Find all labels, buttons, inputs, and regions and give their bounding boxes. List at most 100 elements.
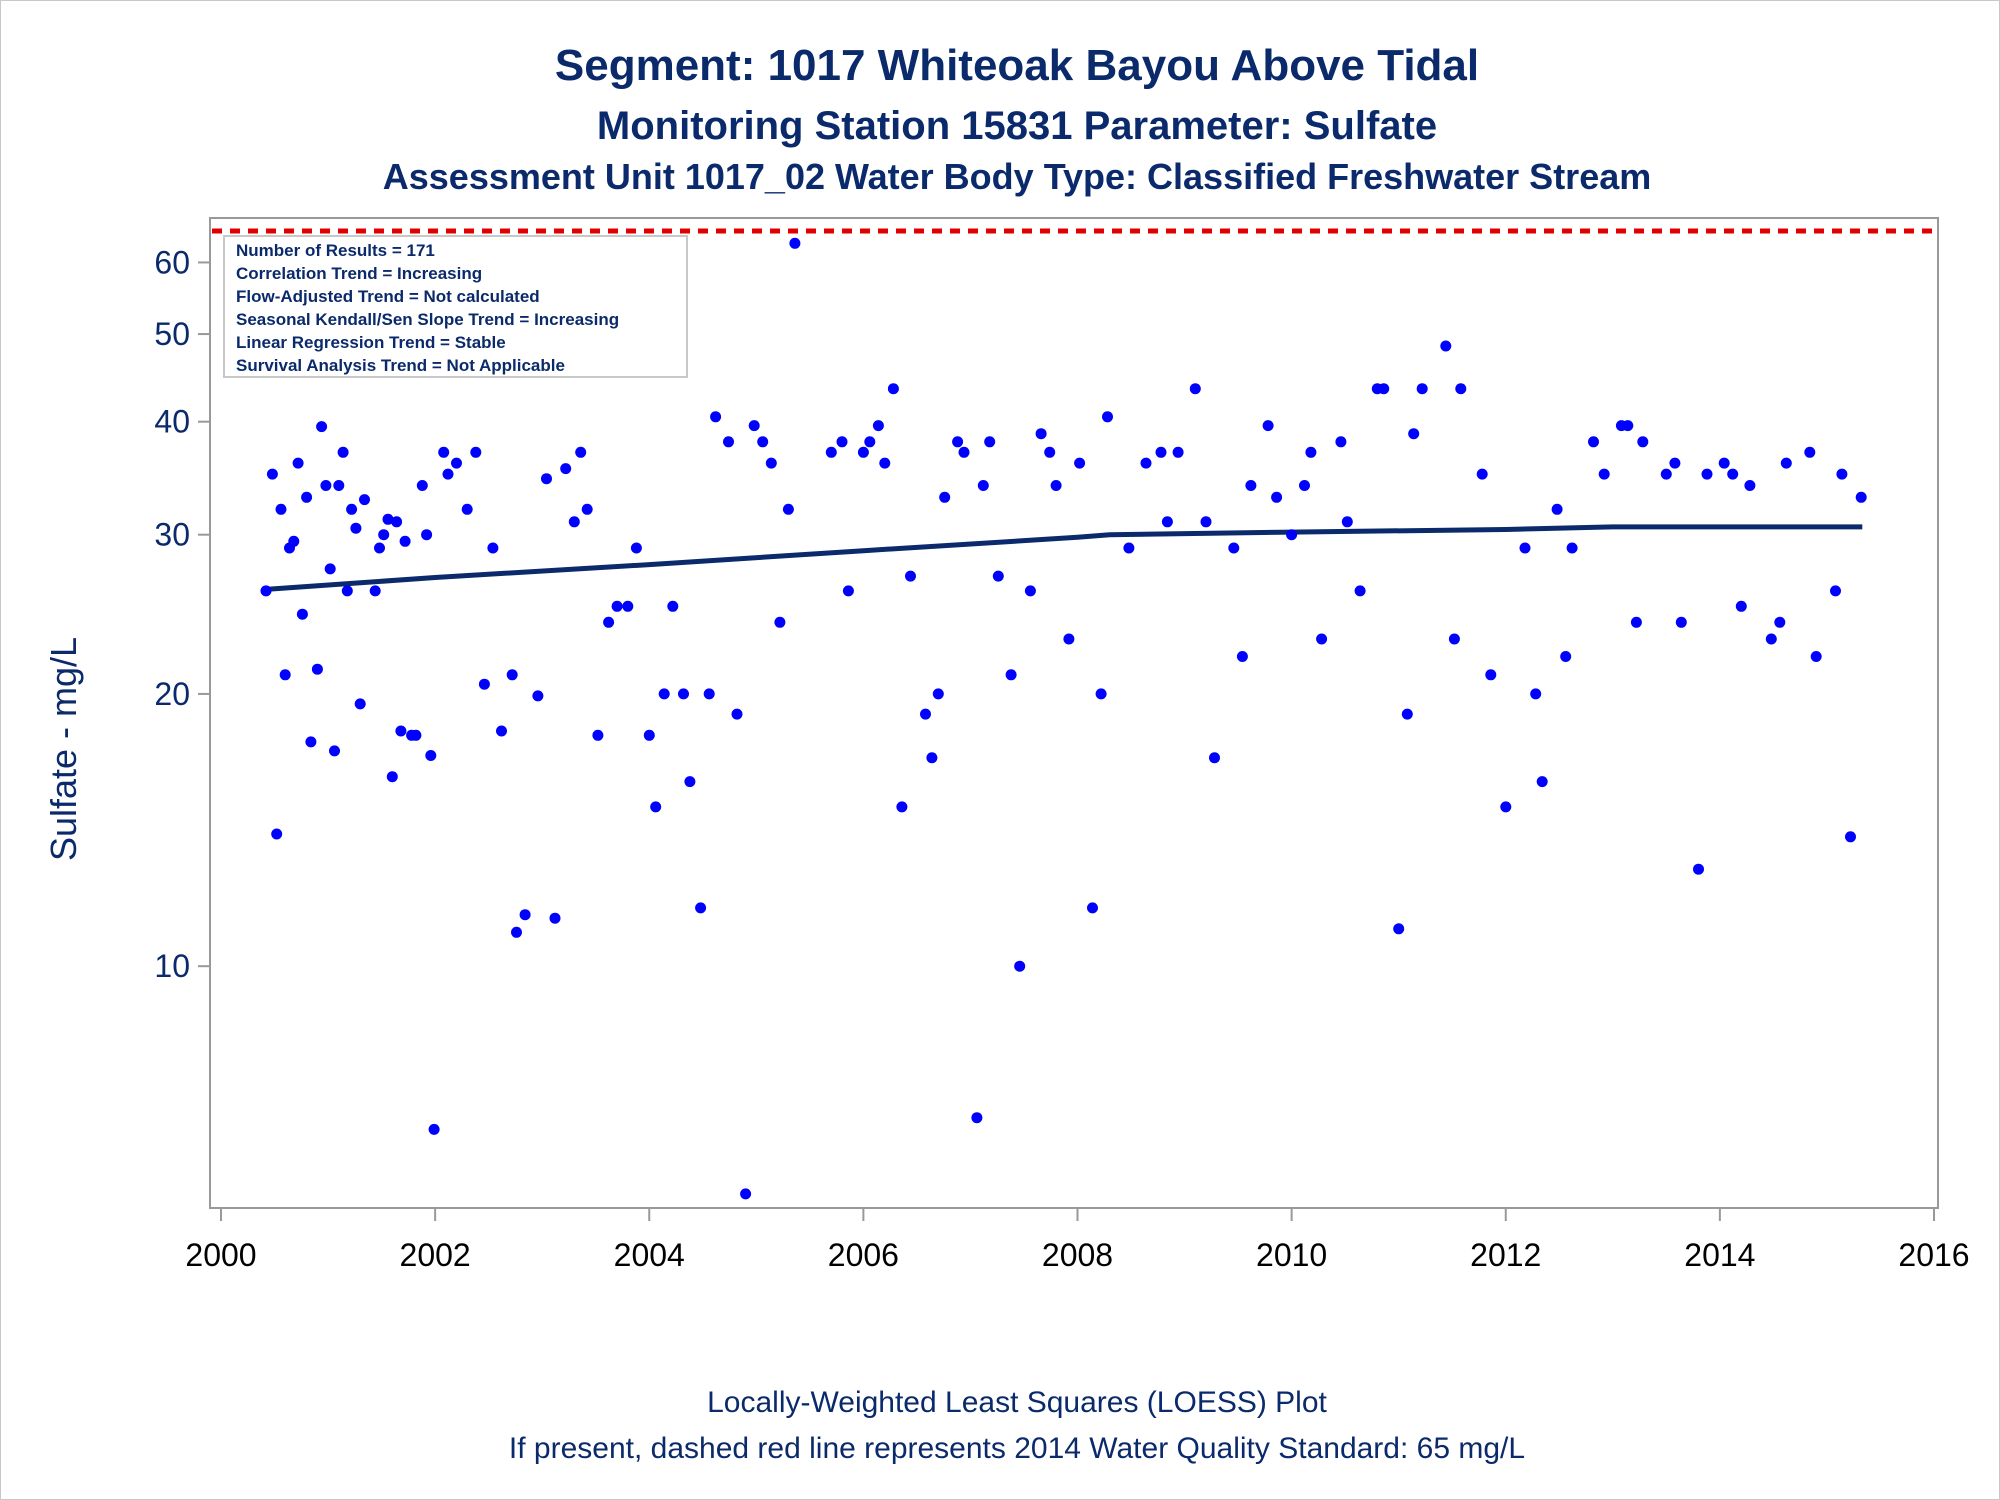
- data-point: [1299, 480, 1310, 491]
- data-point: [1774, 616, 1786, 628]
- y-tick-label: 10: [154, 948, 190, 984]
- inset-line: Linear Regression Trend = Stable: [236, 333, 506, 352]
- data-point: [316, 421, 328, 433]
- data-point: [879, 457, 891, 469]
- trend-line-layer: [265, 524, 1863, 592]
- data-point: [1172, 446, 1184, 458]
- data-point: [748, 420, 760, 432]
- data-point: [842, 585, 854, 597]
- data-point: [1660, 468, 1672, 480]
- data-point: [416, 480, 428, 491]
- data-point: [1810, 651, 1822, 662]
- data-point: [1236, 651, 1248, 662]
- data-point: [836, 436, 848, 448]
- data-point: [920, 708, 931, 720]
- data-point: [857, 446, 869, 458]
- data-point: [279, 669, 291, 681]
- data-point: [541, 473, 552, 485]
- data-point: [1551, 503, 1563, 515]
- data-point: [395, 725, 407, 737]
- x-tick-label: 2016: [1898, 1237, 1969, 1273]
- data-point: [568, 516, 580, 528]
- data-point: [896, 801, 908, 813]
- inset-line: Number of Results = 171: [236, 241, 435, 260]
- data-point: [575, 446, 587, 458]
- data-point: [378, 529, 390, 541]
- data-point: [350, 522, 362, 534]
- data-point: [1155, 446, 1167, 458]
- data-point: [511, 926, 522, 938]
- data-point: [1476, 468, 1488, 480]
- data-point: [461, 503, 473, 515]
- data-point: [442, 468, 454, 480]
- data-point: [630, 542, 642, 554]
- data-point: [1727, 468, 1739, 480]
- data-point: [1455, 383, 1467, 395]
- data-point: [1440, 340, 1452, 352]
- data-point: [1780, 457, 1792, 469]
- data-point: [1014, 960, 1026, 972]
- inset-line: Flow-Adjusted Trend = Not calculated: [236, 287, 540, 306]
- x-tick-label: 2010: [1256, 1237, 1327, 1273]
- data-point: [1560, 651, 1572, 662]
- data-point: [359, 494, 370, 506]
- data-point: [1530, 688, 1542, 700]
- data-point: [1063, 633, 1075, 645]
- data-point: [1735, 600, 1747, 612]
- data-point: [260, 585, 272, 597]
- inset-line: Correlation Trend = Increasing: [236, 264, 482, 283]
- data-point: [1836, 468, 1848, 480]
- data-point: [774, 616, 786, 628]
- x-tick-label: 2002: [400, 1237, 471, 1273]
- data-point: [428, 1123, 440, 1135]
- data-point: [1408, 428, 1420, 440]
- data-point: [271, 828, 283, 840]
- data-point: [872, 420, 884, 432]
- data-point: [939, 491, 951, 503]
- data-point: [658, 688, 670, 700]
- data-point: [519, 909, 531, 921]
- data-point: [1035, 428, 1047, 440]
- data-point: [346, 503, 358, 515]
- data-point: [1765, 633, 1777, 645]
- data-point: [506, 669, 518, 681]
- inset-box: [223, 235, 688, 378]
- data-point: [399, 535, 411, 547]
- data-point: [789, 237, 801, 249]
- data-point: [1500, 801, 1512, 813]
- data-point: [320, 480, 332, 491]
- data-point: [1622, 420, 1634, 432]
- data-point: [952, 436, 964, 448]
- data-point: [487, 542, 499, 554]
- y-axis-label: Sulfate - mg/L: [43, 637, 84, 861]
- x-tick-label: 2000: [185, 1237, 256, 1273]
- data-point: [1305, 446, 1317, 458]
- data-point: [926, 752, 938, 764]
- footnote-loess: Locally-Weighted Least Squares (LOESS) P…: [707, 1386, 1327, 1419]
- data-point: [1588, 436, 1599, 448]
- y-tick-label: 30: [154, 517, 190, 553]
- data-point: [984, 436, 996, 448]
- data-point: [710, 411, 722, 423]
- data-point: [333, 480, 345, 491]
- data-point: [1416, 383, 1428, 395]
- data-point: [1102, 411, 1113, 423]
- data-point: [932, 688, 944, 700]
- data-point: [678, 688, 689, 700]
- data-point: [958, 446, 970, 458]
- data-point: [1271, 491, 1283, 503]
- data-point: [643, 729, 655, 741]
- data-point: [341, 585, 353, 597]
- data-point: [782, 503, 794, 515]
- data-point: [478, 678, 490, 690]
- data-point: [1209, 752, 1220, 764]
- data-point: [369, 585, 381, 597]
- data-point: [1598, 468, 1610, 480]
- chart-subtitle: Monitoring Station 15831 Parameter: Sulf…: [597, 104, 1437, 148]
- data-point: [1228, 542, 1240, 554]
- data-point: [622, 600, 634, 612]
- data-point: [1693, 863, 1704, 875]
- data-point: [667, 600, 679, 612]
- data-point: [560, 463, 572, 475]
- data-point: [1830, 585, 1841, 597]
